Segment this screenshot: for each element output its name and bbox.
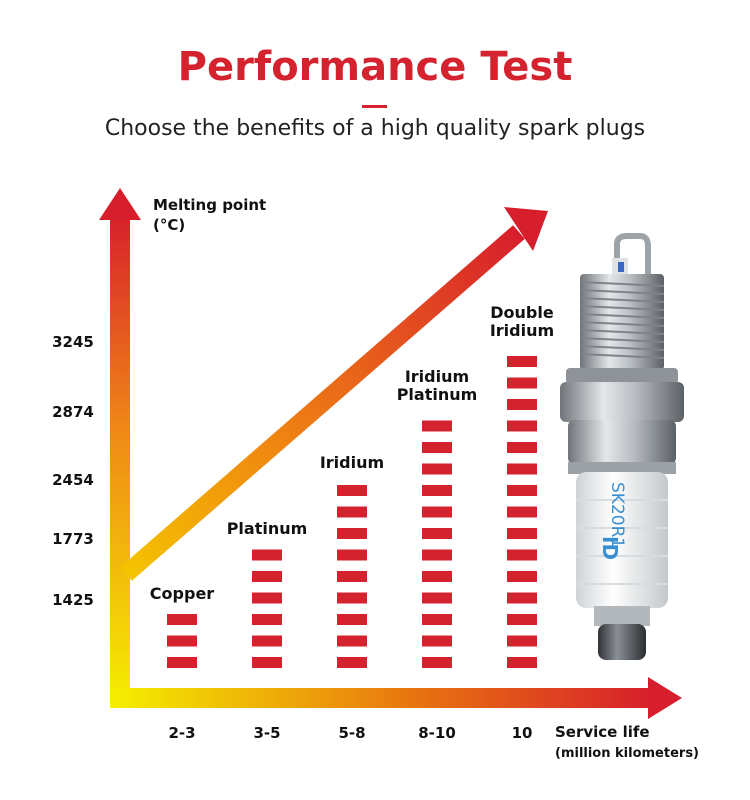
y-axis-arrow <box>99 188 141 220</box>
bar-segment <box>507 635 537 647</box>
x-axis-label-line-2: (million kilometers) <box>555 746 699 761</box>
bar-segment <box>507 399 537 410</box>
bar <box>507 356 537 668</box>
bar-segment <box>422 571 452 582</box>
bar-segment <box>422 635 452 647</box>
bar-segment <box>337 635 367 647</box>
bar-segment <box>167 635 197 647</box>
bar-segment <box>422 549 452 561</box>
bar-segment <box>252 592 282 604</box>
bar-segment <box>422 463 452 475</box>
axes <box>99 188 682 719</box>
bar-segment <box>422 614 452 625</box>
bar-segment <box>422 592 452 604</box>
bar-segment <box>337 657 367 668</box>
bar-segment <box>337 571 367 582</box>
bar-segment <box>422 420 452 432</box>
bar-segment <box>167 657 197 668</box>
trend-arrow <box>504 207 548 251</box>
bar-segment <box>252 657 282 668</box>
spark-plug-image: SK20R1 ID <box>560 233 684 660</box>
y-axis-label-line-1: Melting point <box>153 196 266 214</box>
bar-segment <box>507 356 537 367</box>
y-tick-labels: 3245 2874 2454 1773 1425 <box>52 333 94 609</box>
material-labels: CopperPlatinumIridiumIridiumPlatinumDoub… <box>150 303 554 603</box>
trend-line <box>120 225 525 581</box>
x-axis-arrow <box>648 677 682 719</box>
y-axis-label-line-2: (°C) <box>153 216 185 234</box>
bar-segment <box>507 377 537 389</box>
bar-segment <box>507 614 537 625</box>
x-tick-label: 8-10 <box>418 724 456 742</box>
y-tick-label: 2874 <box>52 403 94 421</box>
bar-segment <box>422 657 452 668</box>
material-label: Iridium <box>405 367 469 386</box>
bar-segment <box>337 485 367 496</box>
material-label: Platinum <box>397 385 478 404</box>
x-axis-line <box>110 688 655 708</box>
bar-segment <box>252 614 282 625</box>
title-divider <box>362 105 387 108</box>
bar-segment <box>507 485 537 496</box>
bar-segment <box>337 592 367 604</box>
bar-segment <box>252 549 282 561</box>
bar-segment <box>337 528 367 539</box>
bar-segment <box>507 442 537 453</box>
x-tick-label: 10 <box>512 724 533 742</box>
bar-segment <box>507 528 537 539</box>
bar-segment <box>422 528 452 539</box>
x-tick-label: 3-5 <box>253 724 280 742</box>
bar <box>422 420 452 668</box>
y-axis-line <box>110 210 130 708</box>
bar-segment <box>337 614 367 625</box>
bar-segment <box>507 463 537 475</box>
page-subtitle: Choose the benefits of a high quality sp… <box>104 116 646 141</box>
bar-segment <box>507 506 537 518</box>
bar-segment <box>337 549 367 561</box>
bar <box>252 549 282 668</box>
material-label: Copper <box>150 584 214 603</box>
x-tick-labels: 2-3 3-5 5-8 8-10 10 <box>168 724 532 742</box>
y-tick-label: 2454 <box>52 471 94 489</box>
bar-segment <box>507 592 537 604</box>
material-label: Iridium <box>320 453 384 472</box>
y-axis-label: Melting point (°C) <box>153 196 271 234</box>
bar-segment <box>252 571 282 582</box>
bar-segment <box>422 506 452 518</box>
bar-segment <box>507 549 537 561</box>
bar <box>337 485 367 668</box>
bar-segment <box>507 657 537 668</box>
x-tick-label: 5-8 <box>338 724 365 742</box>
bar-segment <box>252 635 282 647</box>
bar <box>167 614 197 668</box>
y-tick-label: 3245 <box>52 333 94 351</box>
bar-segment <box>422 442 452 453</box>
plug-engraving-logo: ID <box>598 536 622 560</box>
plug-engraving-model: SK20R1 <box>607 482 627 548</box>
page-title: Performance Test <box>177 44 573 90</box>
y-tick-label: 1773 <box>52 530 94 548</box>
material-label: Double <box>490 303 554 322</box>
x-tick-label: 2-3 <box>168 724 195 742</box>
material-label: Platinum <box>227 519 308 538</box>
bar-segment <box>507 571 537 582</box>
bar-segment <box>167 614 197 625</box>
y-tick-label: 1425 <box>52 591 94 609</box>
x-axis-label: Service life (million kilometers) <box>555 723 699 761</box>
bars <box>167 356 537 668</box>
x-axis-label-line-1: Service life <box>555 723 650 741</box>
bar-segment <box>507 420 537 432</box>
bar-segment <box>337 506 367 518</box>
bar-segment <box>422 485 452 496</box>
material-label: Iridium <box>490 321 554 340</box>
